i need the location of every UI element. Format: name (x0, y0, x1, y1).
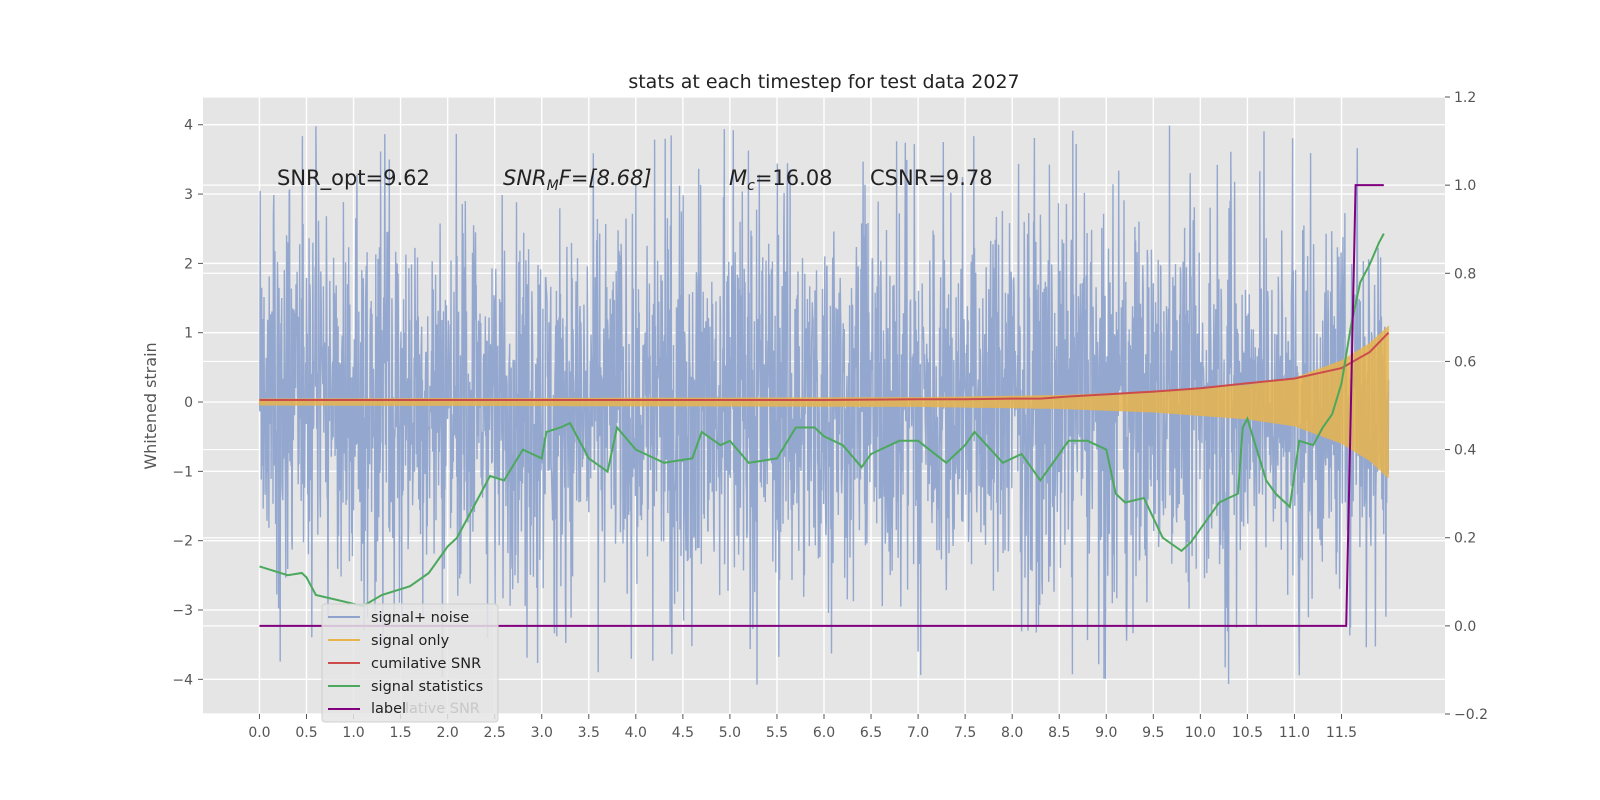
x-axis: 0.0 0.5 1.0 1.5 2.0 2.5 3.0 3.5 4.0 4.5 5.0 5.5 6.0 6… (248, 714, 1357, 741)
series-signal-only-line (259, 325, 1389, 479)
y-right-tick-label: 0.2 (1454, 531, 1476, 547)
x-tick-label: 6.5 (860, 725, 882, 741)
y-tick-label: −2 (172, 534, 193, 550)
y-tick-label: −4 (172, 672, 193, 688)
series-label-line (259, 184, 1384, 627)
x-tick-label: 6.0 (813, 725, 835, 741)
x-tick-label: 7.5 (954, 725, 976, 741)
x-tick-label: 2.0 (437, 725, 459, 741)
x-tick-label: 8.0 (1001, 725, 1023, 741)
x-tick-label: 3.5 (578, 725, 600, 741)
annotations: SNR_opt=9.62 SNRMF=[8.68] Mc=16.08 CSNR=… (277, 166, 993, 194)
y-right-tick-label: 0.6 (1454, 354, 1476, 370)
y-tick-label: 4 (184, 118, 193, 134)
annotation-mc: Mc=16.08 (729, 166, 833, 194)
legend-frame (321, 603, 499, 723)
y-axis-label: Whitened strain (141, 342, 160, 469)
x-tick-label: 10.0 (1185, 725, 1216, 741)
x-tick-label: 8.5 (1048, 725, 1070, 741)
y-tick-label: −3 (172, 603, 193, 619)
x-tick-label: 3.0 (531, 725, 553, 741)
y-right-tick-label: 0.0 (1454, 619, 1476, 635)
x-tick-label: 5.0 (719, 725, 741, 741)
x-tick-label: 10.5 (1232, 725, 1263, 741)
y-tick-label: 0 (184, 395, 193, 411)
annotation-snr-opt: SNR_opt=9.62 (277, 166, 430, 191)
legend-entry-signal-only: signal only (328, 633, 450, 649)
legend-entry-signal-noise: signal+ noise (328, 610, 469, 626)
x-tick-label: 4.0 (625, 725, 647, 741)
legend-label: signal statistics (371, 679, 483, 695)
legend-entry-signal-statistics: signal statistics (328, 679, 483, 695)
annotation-snr-mf: SNRMF=[8.68] (503, 166, 652, 194)
series-cumilative-snr-line (259, 332, 1390, 401)
legend-label: label (371, 701, 406, 717)
y-axis-left: −4 −3 −2 −1 0 1 2 3 4 (172, 118, 203, 688)
y-tick-label: 2 (184, 256, 193, 272)
chart-title: stats at each timestep for test data 202… (628, 71, 1019, 93)
legend-label: signal+ noise (371, 610, 469, 626)
x-tick-label: 9.5 (1142, 725, 1164, 741)
x-tick-label: 11.5 (1326, 725, 1357, 741)
x-tick-label: 9.0 (1095, 725, 1117, 741)
y-tick-label: −1 (172, 464, 193, 480)
legend: lative SNR signal+ noise signal only cum… (321, 603, 499, 723)
y-right-tick-label: 1.0 (1454, 178, 1476, 194)
y-axis-right: −0.2 0.0 0.2 0.4 0.6 0.8 1.0 1.2 (1445, 90, 1488, 723)
x-tick-label: 11.0 (1279, 725, 1310, 741)
y-tick-label: 3 (184, 187, 193, 203)
y-right-tick-label: 1.2 (1454, 90, 1476, 106)
x-tick-label: 7.0 (907, 725, 929, 741)
x-tick-label: 4.5 (672, 725, 694, 741)
legend-label: signal only (371, 633, 450, 649)
x-tick-label: 2.5 (484, 725, 506, 741)
legend-overlap-text: lative SNR (405, 701, 480, 717)
y-right-tick-label: 0.4 (1454, 443, 1476, 459)
series-signal-statistics-line (259, 233, 1385, 608)
legend-entry-cumilative-snr: cumilative SNR (328, 656, 481, 672)
series-layer (258, 125, 1390, 685)
y-tick-label: 1 (184, 326, 193, 342)
x-tick-label: 0.5 (295, 725, 317, 741)
x-tick-label: 0.0 (248, 725, 270, 741)
annotation-csnr: CSNR=9.78 (870, 166, 993, 190)
x-tick-label: 1.0 (342, 725, 364, 741)
x-tick-label: 1.5 (389, 725, 411, 741)
legend-label: cumilative SNR (371, 656, 481, 672)
x-tick-label: 5.5 (766, 725, 788, 741)
y-right-tick-label: −0.2 (1454, 707, 1488, 723)
legend-entry-label: label (328, 701, 406, 717)
y-right-tick-label: 0.8 (1454, 266, 1476, 282)
